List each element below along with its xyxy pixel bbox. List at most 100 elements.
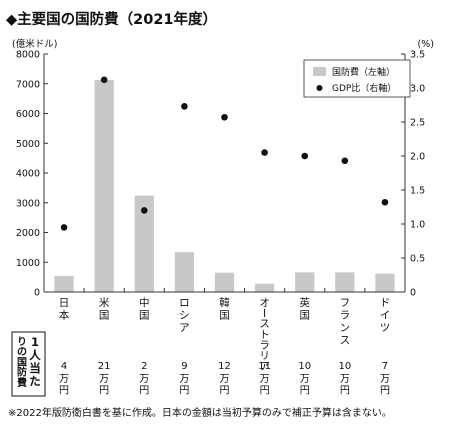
legend-bar-label: 国防費（左軸）: [332, 66, 395, 78]
bar-7: [295, 272, 315, 292]
chart-title: ◆主要国の国防費（2021年度）: [6, 10, 217, 28]
per-capita-label-char: 国: [17, 356, 27, 368]
char: 米: [99, 296, 110, 309]
category-label-4: ロシア: [179, 297, 190, 334]
per-capita-number: 2: [141, 361, 147, 372]
per-capita-value-3: 2 万円: [139, 361, 149, 397]
char: ア: [179, 322, 190, 334]
bar-4: [174, 252, 195, 292]
per-capita-unit-char: 円: [260, 386, 270, 397]
per-capita-value-4: 9 万円: [179, 361, 189, 397]
legend: 国防費（左軸） GDP比（右軸）: [303, 59, 411, 98]
right-tick-label: 0.5: [410, 254, 425, 265]
legend-bar-swatch: [313, 67, 326, 76]
left-tick-label: 1000: [16, 258, 40, 269]
right-tick-label: 3.0: [410, 84, 425, 95]
per-capita-label-char: り: [17, 336, 27, 348]
per-capita-value-8: 10 万円: [338, 361, 351, 397]
bar-5: [214, 272, 235, 292]
bar-1: [54, 275, 74, 292]
char: ツ: [380, 322, 391, 334]
char: オ: [259, 297, 270, 309]
char: ラ: [259, 339, 270, 351]
per-capita-unit-char: 円: [99, 386, 109, 397]
right-tick-label: 1.0: [410, 220, 425, 231]
per-capita-label-char: 当: [29, 361, 41, 375]
category-label-5: 韓国: [219, 297, 230, 322]
per-capita-number: 12: [218, 361, 231, 372]
left-tick-label: 8000: [16, 50, 40, 61]
gdp-dot-8: [341, 157, 349, 165]
per-capita-value-5: 12 万円: [218, 361, 231, 397]
right-axis-label: (%): [418, 39, 434, 50]
category-label-7: 英国: [299, 296, 310, 322]
char: 韓: [219, 297, 230, 309]
per-capita-number: 9: [181, 361, 187, 372]
per-capita-label-char: 1: [31, 335, 39, 349]
char: ド: [380, 297, 391, 309]
per-capita-label-char: た: [29, 374, 41, 388]
gdp-dot-3: [140, 207, 148, 214]
right-tick-label: 2.0: [410, 152, 425, 163]
dots-group: [60, 76, 389, 231]
per-capita-unit-char: 円: [179, 386, 189, 397]
char: イ: [380, 310, 391, 322]
gdp-dot-7: [301, 152, 309, 160]
char: 英: [299, 296, 310, 309]
per-capita-number: 10: [338, 361, 351, 372]
char: 中: [139, 296, 150, 309]
left-axis-label: (億米ドル): [12, 38, 57, 50]
gdp-dot-2: [100, 76, 108, 84]
per-capita-label-char: 防: [17, 366, 27, 379]
per-capita-unit-char: 万: [139, 374, 149, 385]
bar-8: [335, 272, 355, 292]
per-capita-unit-char: 円: [300, 386, 310, 397]
per-capita-unit-char: 円: [139, 386, 149, 397]
char: 国: [299, 310, 310, 322]
char: ア: [259, 361, 270, 373]
per-capita-label-char: 人: [29, 348, 41, 362]
left-tick-label: 7000: [16, 79, 40, 90]
per-capita-unit-char: 円: [340, 386, 350, 397]
per-capita-unit-char: 万: [300, 374, 310, 385]
footnote: ※2022年版防衛白書を基に作成。日本の金額は当初予算のみで補正予算は含まない。: [8, 406, 392, 419]
per-capita-unit-char: 万: [220, 374, 230, 385]
per-capita-unit-char: 円: [220, 386, 230, 397]
char: ト: [259, 329, 270, 341]
per-capita-number: 4: [61, 361, 67, 372]
char: ロ: [179, 297, 190, 309]
per-capita-value-9: 7 万円: [380, 361, 390, 397]
left-tick-label: 0: [34, 288, 40, 299]
legend-dot-swatch: [316, 85, 323, 91]
right-tick-label: 0: [410, 288, 416, 299]
legend-dot-label: GDP比（右軸）: [332, 82, 396, 94]
char: シ: [179, 310, 190, 322]
left-tick-label: 3000: [16, 198, 40, 209]
per-capita-label-char: の: [17, 347, 27, 358]
per-capita-unit-char: 万: [179, 374, 189, 385]
category-label-2: 米国: [99, 296, 110, 322]
left-tick-label: 4000: [16, 169, 40, 180]
gdp-dot-9: [381, 198, 389, 206]
char: 国: [99, 310, 110, 322]
char: 国: [139, 310, 150, 322]
per-capita-value-1: 4 万円: [59, 361, 69, 397]
left-tick-label: 5000: [16, 139, 40, 150]
left-tick-labels: 0 1000 2000 3000 4000 5000 6000 7000 8000: [16, 50, 40, 299]
per-capita-unit-char: 円: [380, 386, 390, 397]
per-capita-value-6: 11 万円: [258, 361, 271, 397]
right-tick-labels: 0 0.5 1.0 1.5 2.0 2.5 3.0 3.5: [410, 50, 425, 299]
left-tick-label: 6000: [16, 109, 40, 120]
per-capita-unit-char: 円: [59, 386, 69, 397]
char: 本: [59, 309, 70, 322]
legend-box: [303, 59, 411, 98]
gdp-dot-1: [60, 224, 68, 231]
per-capita-unit-char: 万: [99, 374, 109, 385]
gdp-dot-6: [261, 149, 268, 156]
per-capita-unit-char: 万: [260, 374, 270, 385]
